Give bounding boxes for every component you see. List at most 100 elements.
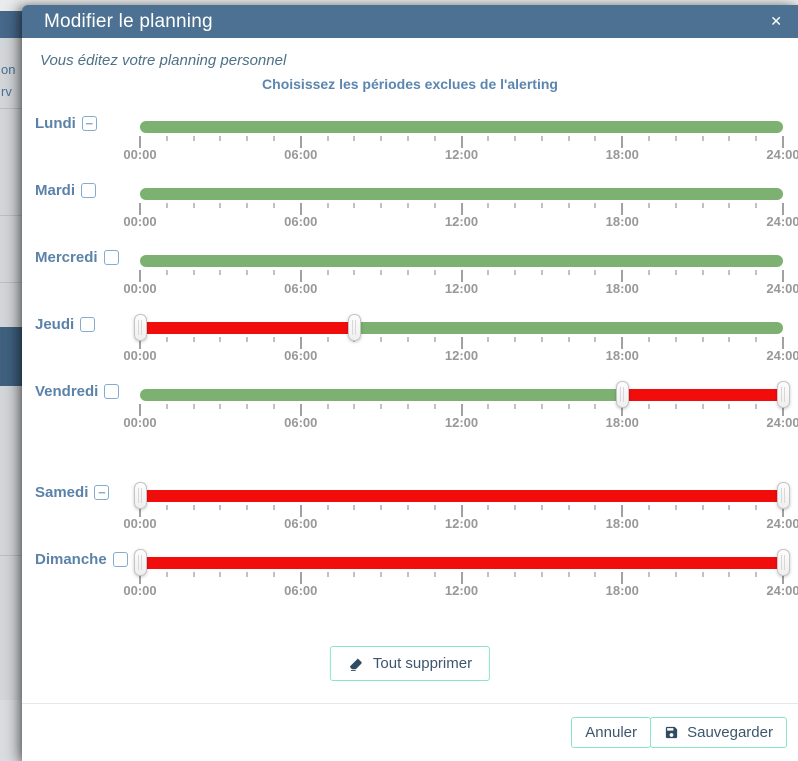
slider-tick: [648, 136, 651, 141]
remove-day-button[interactable]: −: [81, 116, 97, 131]
slider-segment-included: [140, 255, 783, 267]
slider-tick: [219, 203, 222, 208]
slider-tick: [487, 203, 490, 208]
slider-tick: [755, 572, 758, 577]
time-range-slider[interactable]: 00:00 06:00 12:00 18:00 24:00: [123, 243, 798, 299]
remove-day-button[interactable]: [80, 317, 96, 332]
time-range-slider[interactable]: 00:00 06:00 12:00 18:00 24:00: [123, 176, 798, 232]
slider-tick: [621, 404, 624, 416]
background-text-fragment: on: [1, 62, 16, 77]
minus-icon: −: [98, 484, 106, 500]
save-label: Sauvegarder: [687, 724, 773, 741]
slider-tick: [594, 270, 597, 275]
slider-segment-included: [140, 389, 623, 401]
slider-axis: 00:00 06:00 12:00 18:00 24:00: [123, 583, 798, 598]
slider-track: [140, 255, 783, 267]
slider-tick: [594, 505, 597, 510]
slider-axis-label: 06:00: [284, 281, 318, 296]
slider-tick: [540, 337, 543, 342]
remove-day-button[interactable]: [112, 552, 128, 567]
slider-tick: [380, 270, 383, 275]
remove-day-button[interactable]: [103, 250, 119, 265]
slider-tick: [246, 203, 249, 208]
slider-axis-label: 24:00: [766, 516, 798, 531]
day-row: Mercredi 00:00 06:00 12:00 18:00 24:00: [22, 243, 798, 299]
slider-handle[interactable]: [347, 314, 361, 341]
slider-tick: [567, 270, 570, 275]
time-range-slider[interactable]: 00:00 06:00 12:00 18:00 24:00: [123, 109, 798, 165]
remove-day-button[interactable]: −: [94, 484, 110, 500]
slider-handle[interactable]: [133, 549, 147, 576]
slider-segment-excluded: [140, 490, 783, 502]
slider-tick: [594, 404, 597, 409]
slider-tick: [621, 203, 624, 215]
modal-footer: Annuler Sauvegarder: [22, 703, 798, 761]
remove-day-button[interactable]: [81, 183, 97, 198]
day-row: Jeudi 00:00 06:00 12:00 18:00 24:00: [22, 310, 798, 366]
remove-day-button[interactable]: [104, 384, 120, 399]
clear-all-label: Tout supprimer: [372, 655, 473, 672]
slider-axis-label: 18:00: [605, 147, 639, 162]
slider-tick: [219, 270, 222, 275]
time-range-slider[interactable]: 00:00 06:00 12:00 18:00 24:00: [123, 310, 798, 366]
slider-tick: [433, 505, 436, 510]
modal-header: Modifier le planning ✕: [22, 5, 798, 38]
slider-tick: [701, 404, 704, 409]
slider-ticks: [139, 572, 784, 584]
slider-tick: [728, 337, 731, 342]
time-range-slider[interactable]: 00:00 06:00 12:00 18:00 24:00: [123, 377, 798, 433]
slider-tick: [272, 505, 275, 510]
slider-tick: [353, 404, 356, 409]
slider-tick: [755, 404, 758, 409]
slider-axis-label: 12:00: [444, 214, 479, 229]
slider-tick: [299, 270, 302, 282]
slider-tick: [514, 404, 517, 409]
background-header-band: [0, 11, 22, 38]
slider-handle[interactable]: [615, 381, 629, 408]
slider-tick: [139, 404, 141, 416]
slider-tick: [165, 270, 168, 275]
day-label: Vendredi: [35, 383, 99, 400]
slider-handle[interactable]: [776, 549, 790, 576]
slider-tick: [755, 337, 758, 342]
slider-handle[interactable]: [776, 482, 790, 509]
slider-tick: [326, 572, 329, 577]
time-range-slider[interactable]: 00:00 06:00 12:00 18:00 24:00: [123, 478, 798, 534]
day-label: Mardi: [35, 182, 76, 199]
slider-tick: [165, 404, 168, 409]
slider-tick: [460, 136, 463, 148]
slider-tick: [728, 136, 731, 141]
slider-tick: [460, 505, 463, 517]
slider-segment-excluded: [140, 322, 355, 334]
slider-tick: [567, 136, 570, 141]
slider-tick: [219, 505, 222, 510]
clear-all-button[interactable]: Tout supprimer: [329, 646, 491, 681]
slider-tick: [567, 572, 570, 577]
slider-tick: [299, 337, 302, 349]
slider-handle[interactable]: [133, 482, 147, 509]
slider-tick: [246, 404, 249, 409]
time-range-slider[interactable]: 00:00 06:00 12:00 18:00 24:00: [123, 545, 798, 601]
slider-tick: [728, 404, 731, 409]
day-row: Lundi − 00:00 06:00 12:00 18:00 24:00: [22, 109, 798, 165]
slider-axis-label: 06:00: [284, 348, 318, 363]
save-button[interactable]: Sauvegarder: [650, 717, 787, 748]
slider-axis: 00:00 06:00 12:00 18:00 24:00: [123, 147, 798, 162]
slider-tick: [326, 136, 329, 141]
slider-tick: [380, 572, 383, 577]
slider-tick: [648, 404, 651, 409]
slider-tick: [674, 505, 677, 510]
background-page-strip: on rv: [0, 0, 22, 761]
close-icon[interactable]: ✕: [770, 13, 782, 29]
slider-tick: [246, 270, 249, 275]
slider-tick: [406, 404, 409, 409]
slider-track: [140, 389, 783, 401]
slider-tick: [621, 270, 624, 282]
slider-axis-label: 18:00: [605, 516, 639, 531]
slider-tick: [165, 203, 168, 208]
day-label: Dimanche: [35, 551, 107, 568]
slider-handle[interactable]: [133, 314, 147, 341]
slider-handle[interactable]: [776, 381, 790, 408]
slider-tick: [487, 270, 490, 275]
cancel-button[interactable]: Annuler: [571, 717, 651, 748]
